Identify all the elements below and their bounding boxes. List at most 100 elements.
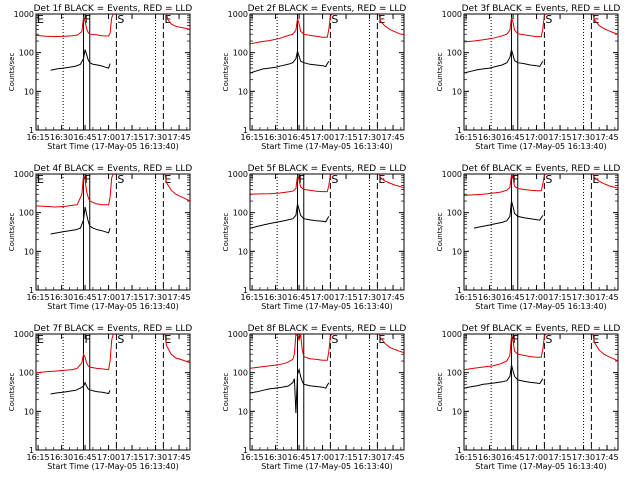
lld-series-line <box>250 13 333 45</box>
chart-panel: Det 3f BLACK = Events, RED = LLD 1 10 100 10… <box>436 4 620 151</box>
chart-title: Det 1f BLACK = Events, RED = LLD <box>34 4 193 14</box>
y-axis-label: Counts/sec <box>222 373 230 412</box>
x-tick-label: 17:30 <box>144 133 167 142</box>
y-tick-label: 1 <box>243 446 248 455</box>
time-marker-label: E <box>37 333 44 346</box>
x-tick-label: 16:15 <box>27 453 50 462</box>
x-axis-label: Start Time (17-May-05 16:13:40) <box>47 462 178 471</box>
time-marker-label: F <box>85 333 91 346</box>
x-tick-label: 17:00 <box>311 293 334 302</box>
chart-panel: Det 6f BLACK = Events, RED = LLD 1 10 100 10… <box>436 164 620 311</box>
time-marker-label: S <box>117 13 124 26</box>
y-tick-label: 1 <box>243 126 248 135</box>
x-tick-label: 16:45 <box>502 133 525 142</box>
events-series-line <box>473 200 544 229</box>
x-axis-label: Start Time (17-May-05 16:13:40) <box>47 142 178 151</box>
events-series-line <box>250 50 330 74</box>
plot-frame <box>35 333 191 451</box>
chart-title: Det 3f BLACK = Events, RED = LLD <box>462 4 621 14</box>
lld-series-line <box>378 173 405 189</box>
x-tick-label: 16:30 <box>50 293 73 302</box>
y-axis-label: Counts/sec <box>222 213 230 252</box>
x-tick-label: 17:15 <box>121 453 144 462</box>
time-marker-label: S <box>545 173 552 186</box>
x-tick-label: 17:15 <box>335 293 358 302</box>
y-tick-label: 10 <box>24 247 34 256</box>
x-tick-label: 17:15 <box>549 453 572 462</box>
x-tick-label: 17:45 <box>596 133 619 142</box>
x-tick-label: 16:15 <box>241 453 264 462</box>
chart-title: Det 9f BLACK = Events, RED = LLD <box>462 324 621 334</box>
events-series-line <box>250 367 330 414</box>
y-tick-label: 100 <box>19 369 34 378</box>
time-marker-label: E <box>164 173 171 186</box>
x-tick-label: 17:15 <box>549 293 572 302</box>
x-tick-label: 16:15 <box>27 293 50 302</box>
x-tick-label: 17:30 <box>572 133 595 142</box>
x-tick-label: 17:15 <box>121 133 144 142</box>
time-marker-label: F <box>299 173 305 186</box>
y-tick-label: 100 <box>447 49 462 58</box>
time-marker-label: E <box>378 13 385 26</box>
chart-title: Det 6f BLACK = Events, RED = LLD <box>462 164 621 174</box>
x-tick-label: 16:45 <box>74 453 97 462</box>
x-tick-label: 17:45 <box>596 293 619 302</box>
time-marker-label: S <box>331 173 338 186</box>
lld-series-line <box>35 333 114 374</box>
x-tick-label: 16:30 <box>264 133 287 142</box>
plot-frame <box>249 13 405 131</box>
y-tick-label: 1000 <box>442 330 462 339</box>
lld-series-line <box>592 13 619 35</box>
x-tick-label: 17:00 <box>311 453 334 462</box>
y-tick-label: 1 <box>29 446 34 455</box>
y-tick-label: 1 <box>29 286 34 295</box>
x-axis-label: Start Time (17-May-05 16:13:40) <box>261 462 392 471</box>
y-tick-label: 1000 <box>228 10 248 19</box>
time-marker-label: S <box>331 13 338 26</box>
time-marker-label: S <box>545 333 552 346</box>
y-tick-label: 10 <box>24 87 34 96</box>
x-tick-label: 17:00 <box>97 293 120 302</box>
time-marker-label: E <box>378 173 385 186</box>
y-tick-label: 1 <box>243 286 248 295</box>
y-tick-label: 100 <box>233 209 248 218</box>
x-tick-label: 16:30 <box>264 293 287 302</box>
x-axis-label: Start Time (17-May-05 16:13:40) <box>475 142 606 151</box>
lld-series-line <box>164 333 191 364</box>
plot-frame <box>463 173 619 291</box>
x-tick-label: 16:45 <box>502 453 525 462</box>
x-tick-label: 17:45 <box>382 293 405 302</box>
x-tick-label: 16:45 <box>288 293 311 302</box>
chart-title: Det 2f BLACK = Events, RED = LLD <box>248 4 407 14</box>
y-tick-label: 10 <box>238 407 248 416</box>
x-tick-label: 17:30 <box>358 293 381 302</box>
x-tick-label: 16:30 <box>478 133 501 142</box>
x-tick-label: 16:30 <box>50 133 73 142</box>
time-marker-label: F <box>85 173 91 186</box>
lld-series-line <box>166 13 191 30</box>
lld-series-line <box>378 13 405 36</box>
y-tick-label: 1000 <box>442 170 462 179</box>
x-tick-label: 17:45 <box>382 453 405 462</box>
time-marker-label: S <box>331 333 338 346</box>
time-marker-label: F <box>85 13 91 26</box>
time-marker-label: E <box>37 173 44 186</box>
chart-panel: Det 8f BLACK = Events, RED = LLD 1 10 100 10… <box>222 324 406 471</box>
plot-frame <box>463 333 619 451</box>
plot-frame <box>35 13 191 131</box>
plot-frame <box>463 13 619 131</box>
chart-panel: Det 9f BLACK = Events, RED = LLD 1 10 100 10… <box>436 324 620 471</box>
lld-series-line <box>464 333 547 371</box>
y-tick-label: 1 <box>457 126 462 135</box>
events-series-line <box>464 364 544 389</box>
chart-title: Det 4f BLACK = Events, RED = LLD <box>34 164 193 174</box>
lld-series-line <box>250 332 333 369</box>
x-tick-label: 17:30 <box>144 453 167 462</box>
chart-title: Det 5f BLACK = Events, RED = LLD <box>248 164 407 174</box>
time-marker-label: S <box>545 13 552 26</box>
x-tick-label: 17:30 <box>358 133 381 142</box>
y-axis-label: Counts/sec <box>436 213 444 252</box>
time-marker-label: F <box>513 173 519 186</box>
plot-frame <box>249 333 405 451</box>
